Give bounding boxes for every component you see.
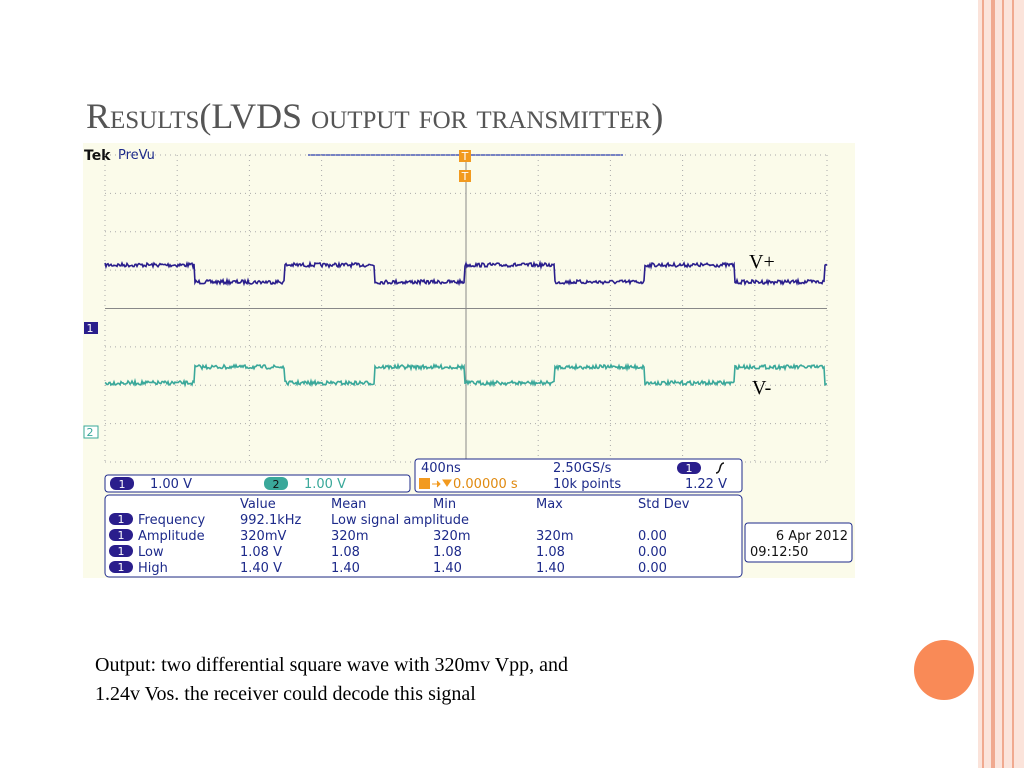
waveform-ch2 bbox=[104, 362, 828, 388]
ch1-marker bbox=[84, 322, 98, 334]
ch1-marker-label: 1 bbox=[87, 322, 94, 335]
slide-title: Results(LVDS output for transmitter) bbox=[86, 96, 663, 136]
decor-circle bbox=[914, 640, 974, 700]
table-header: Max bbox=[536, 497, 563, 512]
trigger-marker bbox=[459, 150, 471, 162]
trigger-slope-icon bbox=[715, 462, 725, 474]
trigger-marker bbox=[459, 170, 471, 182]
ch2-marker-label: 2 bbox=[87, 426, 94, 439]
measurement-cell: 1.08 bbox=[536, 545, 565, 560]
trigger-marker-label: T bbox=[461, 170, 469, 183]
measurement-cell: 0.00 bbox=[638, 529, 667, 544]
measurement-name: Low bbox=[138, 545, 164, 560]
table-header: Std Dev bbox=[638, 497, 690, 512]
waveform-ch1 bbox=[104, 260, 828, 287]
ch2-badge bbox=[264, 477, 288, 490]
measurement-cell: 320m bbox=[331, 529, 368, 544]
ch1-badge-label: 1 bbox=[119, 478, 126, 491]
table-header: Value bbox=[240, 497, 276, 512]
table-header: Mean bbox=[331, 497, 366, 512]
ch2-marker bbox=[83, 425, 99, 439]
timebase: 400ns bbox=[421, 461, 461, 476]
caption-line: 1.24v Vos. the receiver could decode thi… bbox=[95, 683, 476, 705]
timebase-box bbox=[414, 458, 743, 493]
channel-box bbox=[104, 474, 411, 493]
channel-badge-label: 1 bbox=[118, 561, 125, 574]
trigger-level: 1.22 V bbox=[685, 477, 727, 492]
channel-badge bbox=[109, 561, 133, 573]
measurement-cell: 1.08 V bbox=[240, 545, 282, 560]
channel-badge-label: 1 bbox=[118, 545, 125, 558]
trigger-pos-icon bbox=[419, 478, 430, 489]
ch1-badge bbox=[110, 477, 134, 490]
scope-brand: Tek bbox=[84, 148, 111, 164]
sample-rate: 2.50GS/s bbox=[553, 461, 612, 476]
time: 09:12:50 bbox=[750, 545, 808, 560]
measurement-cell: 1.08 bbox=[433, 545, 462, 560]
channel-badge bbox=[109, 513, 133, 525]
trigger-source-label: 1 bbox=[686, 462, 693, 475]
trace-label: V+ bbox=[749, 251, 775, 273]
measurement-cell: 0.00 bbox=[638, 545, 667, 560]
measurement-box bbox=[104, 494, 743, 578]
measurement-cell: 320m bbox=[536, 529, 573, 544]
channel-badge bbox=[109, 529, 133, 541]
measurement-cell: 1.40 V bbox=[240, 561, 282, 576]
date-box bbox=[744, 522, 853, 563]
channel-badge-label: 1 bbox=[118, 529, 125, 542]
measurement-cell: 320m bbox=[433, 529, 470, 544]
measurement-name: Frequency bbox=[138, 513, 205, 528]
measurement-cell: Low signal amplitude bbox=[331, 513, 469, 528]
table-header: Min bbox=[433, 497, 456, 512]
stripe-band bbox=[978, 0, 1024, 768]
measurement-table: Value Mean Min Max Std Dev 1 Frequency 992.1kHz… bbox=[109, 497, 690, 576]
measurement-cell: 0.00 bbox=[638, 561, 667, 576]
ch2-badge-label: 2 bbox=[273, 478, 280, 491]
scope-mode: PreVu bbox=[118, 148, 155, 163]
channel-badge bbox=[109, 545, 133, 557]
measurement-name: High bbox=[138, 561, 168, 576]
decor-stripes bbox=[914, 0, 1024, 768]
measurement-cell: 1.40 bbox=[536, 561, 565, 576]
measurement-cell: 992.1kHz bbox=[240, 513, 302, 528]
record-length: 10k points bbox=[553, 477, 621, 492]
ch1-scale: 1.00 V bbox=[150, 477, 192, 492]
measurement-cell: 1.08 bbox=[331, 545, 360, 560]
caption-line: Output: two differential square wave wit… bbox=[95, 654, 568, 676]
trigger-source-badge bbox=[677, 462, 701, 474]
date: 6 Apr 2012 bbox=[776, 529, 848, 544]
ch2-scale: 1.00 V bbox=[304, 477, 346, 492]
measurement-name: Amplitude bbox=[138, 529, 205, 544]
trigger-marker-label: T bbox=[461, 150, 469, 163]
measurement-cell: 320mV bbox=[240, 529, 286, 544]
channel-badge-label: 1 bbox=[118, 513, 125, 526]
trigger-position: 0.00000 s bbox=[453, 477, 518, 492]
measurement-cell: 1.40 bbox=[433, 561, 462, 576]
trace-label: V- bbox=[752, 377, 771, 399]
trigger-pos-arrow bbox=[432, 479, 452, 488]
measurement-cell: 1.40 bbox=[331, 561, 360, 576]
